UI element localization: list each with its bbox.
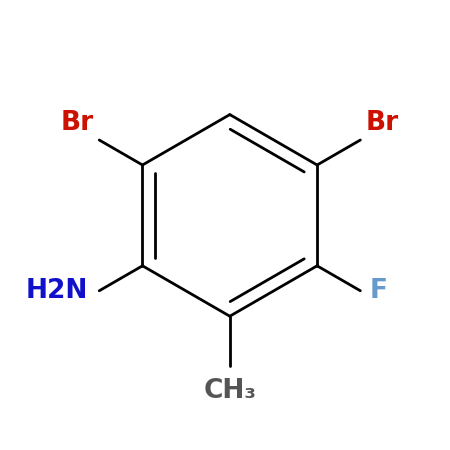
Text: F: F (370, 278, 388, 304)
Text: H2N: H2N (25, 278, 88, 304)
Text: Br: Br (366, 110, 399, 136)
Text: CH₃: CH₃ (203, 378, 256, 404)
Text: Br: Br (60, 110, 94, 136)
